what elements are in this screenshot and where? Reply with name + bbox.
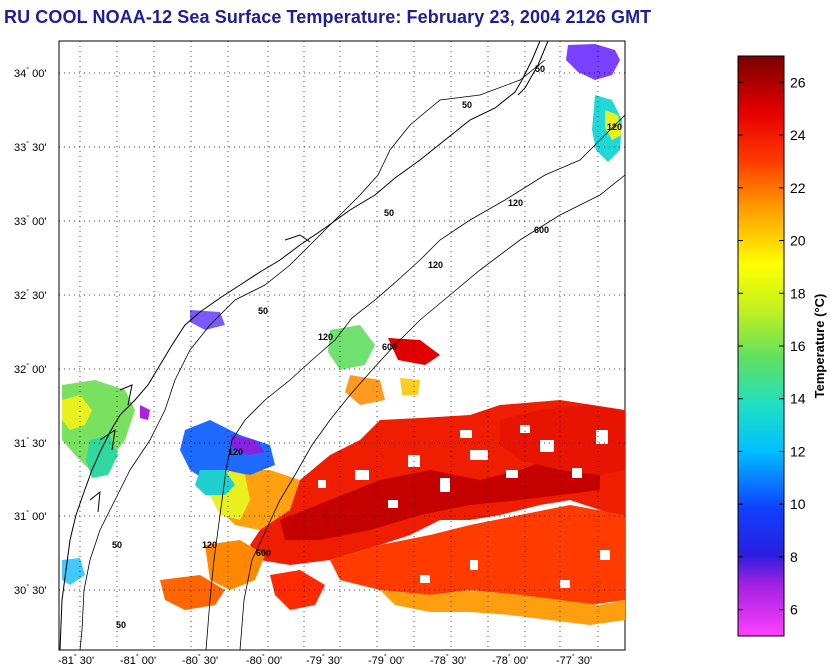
colorbar-label: Temperature (°C) <box>812 294 827 399</box>
isobaths <box>79 59 625 650</box>
longitude-tick-label: -77° 30' <box>556 653 592 667</box>
colorbar-ticks: 6 8 10 12 14 16 18 20 22 24 26 <box>738 74 806 618</box>
longitude-tick-labels: -81° 30' -81° 00' -80° 30' -80° 00' -79° 30'… <box>58 653 592 667</box>
isobath-label: 50 <box>116 620 126 630</box>
isobath-label: 50 <box>384 208 394 218</box>
sst-patch-southwest-1 <box>205 540 265 590</box>
colorbar-tick-label: 18 <box>790 285 806 301</box>
sst-patch-southwest-3 <box>62 558 85 585</box>
isobath-label: 600 <box>256 548 271 558</box>
latitude-tick-label: 34° 00' <box>14 66 46 80</box>
latitude-tick-label: 33° 00' <box>14 214 46 228</box>
isobath-50 <box>79 59 546 650</box>
sst-imagery <box>62 44 625 625</box>
coastline-mainland <box>59 41 541 650</box>
longitude-tick-label: -81° 30' <box>58 653 94 667</box>
colorbar-tick-label: 12 <box>790 443 806 459</box>
latitude-tick-label: 32° 30' <box>14 288 46 302</box>
sst-patch-southwest-4 <box>270 570 325 610</box>
latitude-tick-label: 31° 30' <box>14 436 46 450</box>
sst-patch-southwest-2 <box>160 575 225 610</box>
map-title: RU COOL NOAA-12 Sea Surface Temperature:… <box>4 7 652 27</box>
isobath-label: 120 <box>508 198 523 208</box>
sst-patch-southern-band <box>330 505 625 605</box>
colorbar-tick-label: 20 <box>790 233 806 249</box>
latitude-tick-labels: 34° 00' 33° 30' 33° 00' 32° 30' 32° 00' 31° 3… <box>14 66 46 597</box>
longitude-tick-label: -81° 00' <box>120 653 156 667</box>
isobath-label: 50 <box>462 100 472 110</box>
coastline <box>59 41 549 650</box>
cloud-gaps <box>318 425 610 588</box>
longitude-tick-label: -79° 00' <box>368 653 404 667</box>
sst-patch-georgia-purple <box>230 435 265 455</box>
latitude-tick-label: 31° 00' <box>14 509 46 523</box>
isobath-label: 120 <box>228 447 243 457</box>
sst-patch-coast-west-2 <box>62 395 92 430</box>
colorbar-tick-label: 16 <box>790 338 806 354</box>
isobath-label: 120 <box>607 122 622 132</box>
isobath-label: 600 <box>382 342 397 352</box>
sst-patch-hatteras-1 <box>566 44 620 80</box>
colorbar-tick-label: 22 <box>790 180 806 196</box>
isobath-label: 50 <box>535 64 545 74</box>
isobath-label: 120 <box>202 540 217 550</box>
colorbar-gradient <box>737 55 785 637</box>
coastline-islands <box>89 234 311 513</box>
isobath-labels: 50 50 50 50 50 50 120 120 120 120 120 12… <box>112 64 622 630</box>
isobath-label: 50 <box>258 306 268 316</box>
sst-patch-midshelf-3 <box>190 310 225 330</box>
isobath-label: 50 <box>112 540 122 550</box>
colorbar-tick-label: 14 <box>790 391 806 407</box>
longitude-tick-label: -80° 30' <box>182 653 218 667</box>
isobath-label: 120 <box>318 332 333 342</box>
isobath-120 <box>205 114 625 650</box>
sst-patch-northeast-warm <box>500 405 625 475</box>
sst-patch-coast-west-3 <box>86 435 118 478</box>
coastline-outer-banks <box>517 41 549 96</box>
isobath-label: 600 <box>534 225 549 235</box>
colorbar-tick-label: 6 <box>790 602 798 618</box>
sst-patch-hatteras-3 <box>605 110 622 140</box>
sst-patch-midshelf-4 <box>345 375 385 405</box>
sst-patch-coast-purple <box>140 405 150 420</box>
latitude-tick-label: 30° 30' <box>14 583 46 597</box>
latitude-tick-label: 33° 30' <box>14 140 46 154</box>
isobath-label: 120 <box>428 260 443 270</box>
latitude-tick-label: 32° 00' <box>14 362 46 376</box>
longitude-tick-label: -78° 30' <box>430 653 466 667</box>
colorbar: 6 8 10 12 14 16 18 20 22 24 26 Temperature (°C) <box>737 55 827 637</box>
sst-patch-midshelf-5 <box>400 378 420 395</box>
longitude-tick-label: -80° 00' <box>246 653 282 667</box>
longitude-tick-label: -78° 00' <box>492 653 528 667</box>
isobath-600 <box>239 174 625 650</box>
colorbar-tick-label: 10 <box>790 496 806 512</box>
colorbar-tick-label: 26 <box>790 74 806 90</box>
colorbar-tick-label: 8 <box>790 549 798 565</box>
colorbar-tick-label: 24 <box>790 127 806 143</box>
sst-patch-southern-edge <box>380 590 625 625</box>
sst-patch-georgia-cool <box>180 420 275 480</box>
longitude-tick-label: -79° 30' <box>306 653 342 667</box>
sst-patch-gulfstream-core <box>280 450 600 540</box>
